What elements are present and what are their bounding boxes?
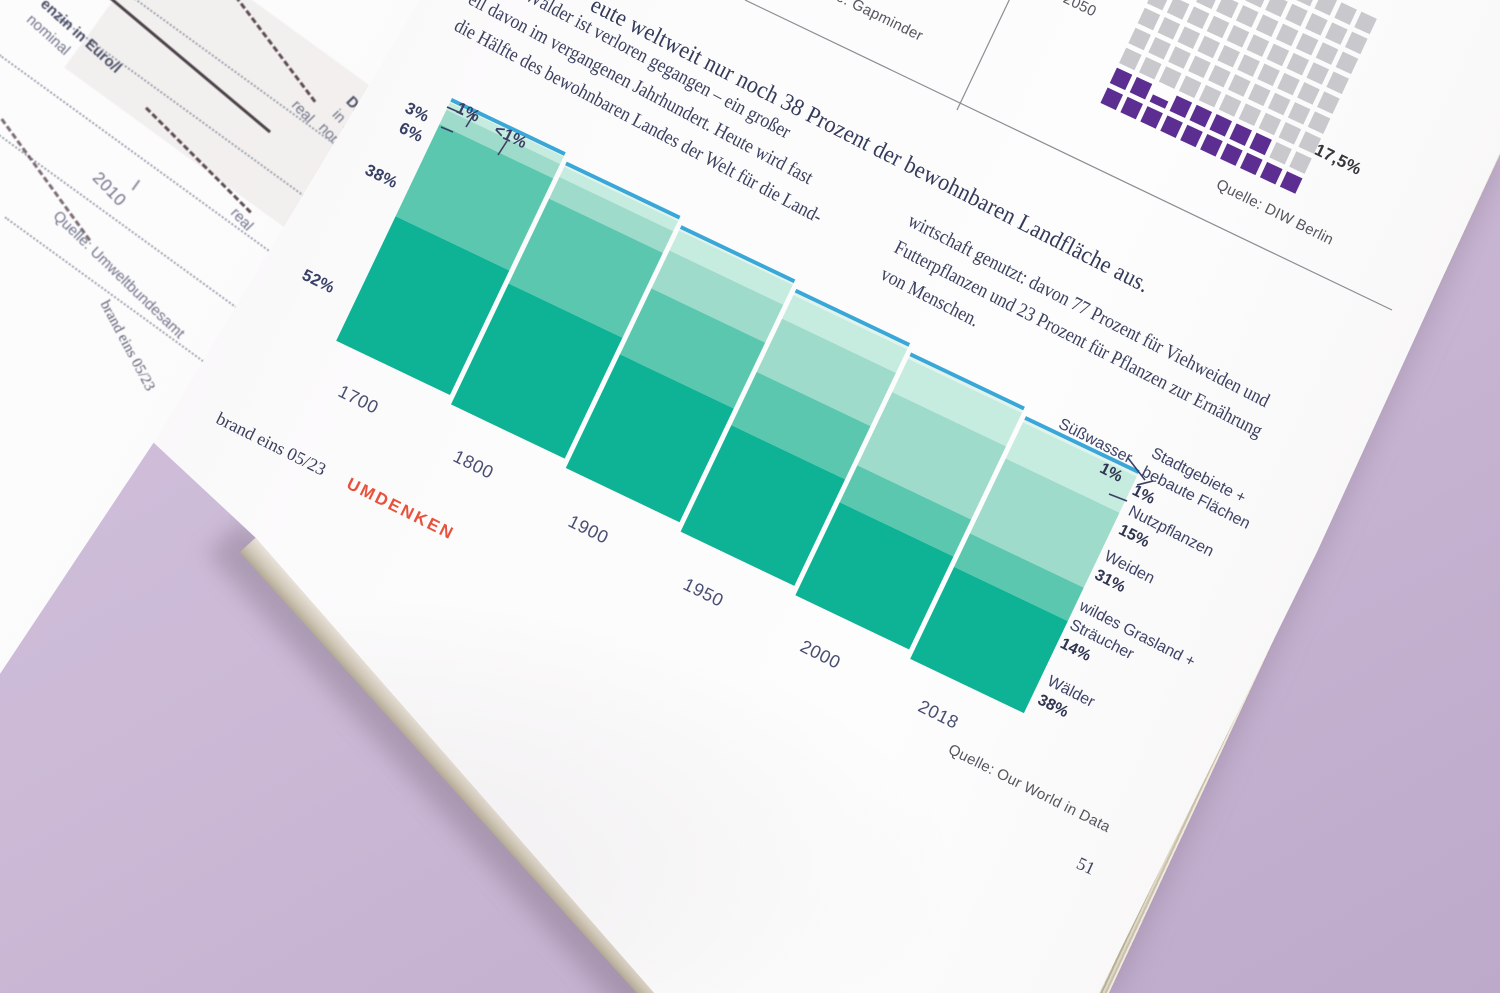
waffle-cell bbox=[1286, 52, 1310, 76]
waffle-cell bbox=[1196, 0, 1219, 10]
waffle-cell bbox=[1189, 104, 1213, 128]
waffle-cell bbox=[1277, 72, 1300, 96]
waffle-cell bbox=[1314, 0, 1337, 16]
waffle-cell bbox=[1315, 42, 1339, 65]
waffle-cell bbox=[1255, 14, 1279, 37]
waffle-cell bbox=[1266, 43, 1290, 67]
waffle-cell bbox=[1198, 84, 1222, 108]
waffle-cell bbox=[1305, 13, 1328, 36]
waffle-cell bbox=[1186, 6, 1210, 30]
waffle-cell bbox=[1287, 102, 1311, 125]
waffle-cell bbox=[1226, 25, 1250, 48]
waffle-cell bbox=[1267, 92, 1291, 116]
waffle-cell bbox=[1197, 35, 1221, 59]
waffle-cell bbox=[1208, 64, 1231, 88]
waffle-cell bbox=[1178, 75, 1202, 99]
waffle-cell bbox=[1297, 82, 1320, 105]
waffle-cell bbox=[1278, 122, 1302, 145]
waffle-cell bbox=[1216, 0, 1239, 19]
waffle-cell bbox=[1246, 34, 1270, 57]
waffle-cell bbox=[1169, 95, 1193, 119]
waffle-cell bbox=[1235, 5, 1259, 28]
waffle-cell bbox=[1306, 62, 1330, 85]
lp-line-label-real-lower: real bbox=[226, 204, 257, 235]
waffle-cell bbox=[1218, 94, 1242, 117]
waffle-cell bbox=[1206, 15, 1230, 39]
waffle-cell bbox=[1238, 103, 1262, 127]
waffle-cell bbox=[1247, 83, 1271, 107]
waffle-cell bbox=[1295, 32, 1319, 56]
waffle-cell bbox=[1157, 17, 1181, 40]
waffle-cell bbox=[1158, 66, 1182, 89]
waffle-cell bbox=[1237, 54, 1260, 77]
waffle-cell bbox=[1228, 74, 1251, 97]
waffle-cell bbox=[1325, 22, 1348, 45]
waffle-cell bbox=[1209, 114, 1233, 137]
waffle-cell bbox=[1177, 26, 1201, 49]
waffle-cell bbox=[1275, 23, 1299, 47]
waffle-cell bbox=[1245, 0, 1268, 8]
waffle-cell bbox=[1148, 36, 1171, 60]
waffle-cell bbox=[1168, 46, 1191, 69]
waffle-cell bbox=[1217, 44, 1240, 68]
lp-axis-tick bbox=[131, 179, 141, 191]
waffle-half-fill bbox=[1149, 94, 1169, 109]
waffle-cell bbox=[1265, 0, 1288, 18]
waffle-cell bbox=[1249, 132, 1272, 156]
waffle-cell bbox=[1258, 112, 1282, 136]
waffle-cell bbox=[1188, 55, 1211, 79]
waffle-cell bbox=[1269, 141, 1292, 165]
waffle-cell bbox=[1166, 0, 1190, 20]
waffle-cell bbox=[1229, 123, 1252, 146]
waffle-cell bbox=[1257, 63, 1280, 87]
waffle-cell bbox=[1149, 86, 1173, 109]
waffle-cell bbox=[1285, 3, 1308, 27]
waffle-cell bbox=[1146, 0, 1170, 11]
waffle-cell bbox=[1129, 76, 1153, 100]
waffle-cell bbox=[1138, 56, 1162, 80]
